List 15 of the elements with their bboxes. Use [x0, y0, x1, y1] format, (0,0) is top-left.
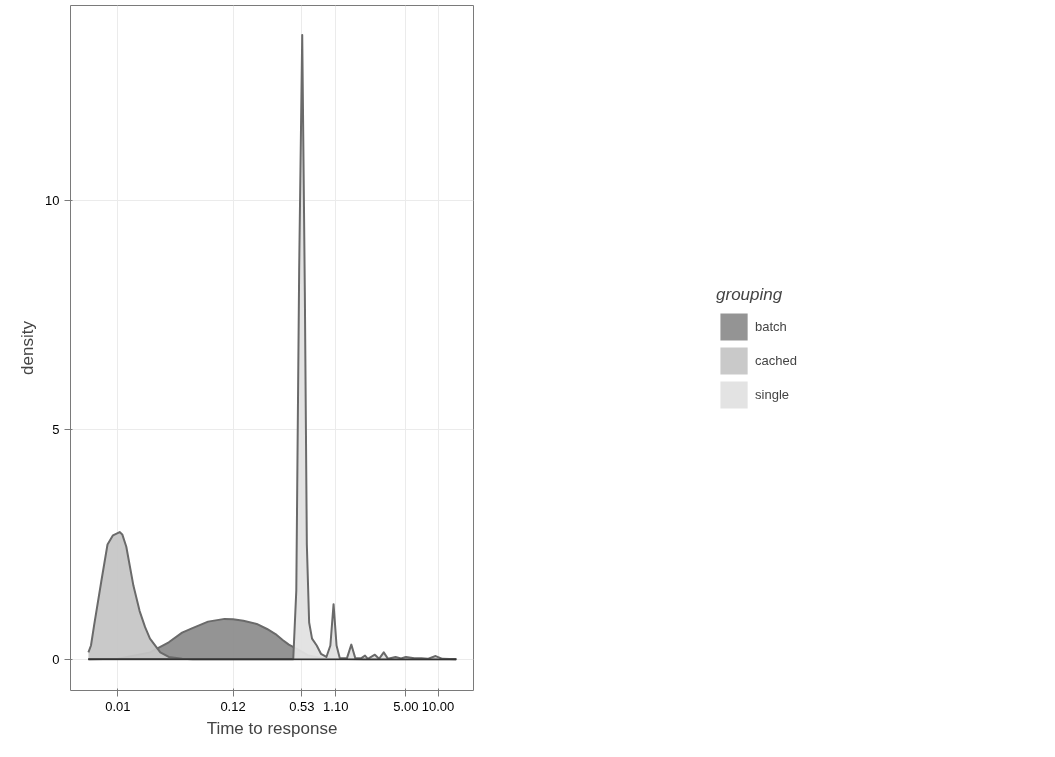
x-tick-label: 0.12	[220, 698, 246, 714]
x-tick-label: 10.00	[421, 698, 455, 714]
x-tick-label: 0.01	[105, 698, 131, 714]
legend-label: single	[755, 386, 790, 402]
legend-label: batch	[755, 318, 787, 334]
y-tick-label: 10	[45, 192, 60, 208]
x-tick-label: 0.53	[289, 698, 315, 714]
y-axis-title: density	[18, 320, 38, 375]
x-tick-label: 5.00	[393, 698, 419, 714]
y-tick-label: 5	[52, 422, 60, 438]
x-tick-label: 1.10	[323, 698, 349, 714]
y-tick-label: 0	[52, 651, 60, 667]
x-axis-title: Time to response	[206, 718, 338, 738]
legend-title: grouping	[716, 284, 784, 304]
legend-label: cached	[755, 352, 797, 368]
